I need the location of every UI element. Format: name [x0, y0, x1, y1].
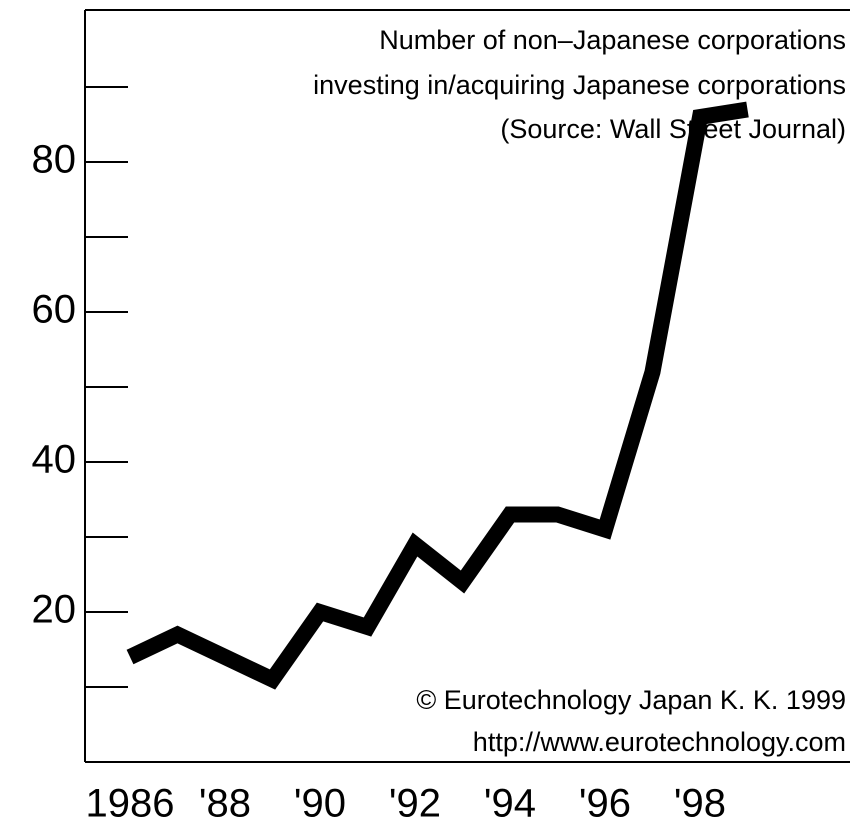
- x-tick-label: '96: [579, 782, 631, 826]
- title-line: Number of non–Japanese corporations: [379, 25, 846, 55]
- y-tick-label: 40: [32, 438, 77, 482]
- title-line: (Source: Wall Street Journal): [500, 114, 846, 144]
- annotation: http://www.eurotechnology.com: [473, 727, 846, 757]
- y-tick-label: 80: [32, 138, 77, 182]
- annotation: © Eurotechnology Japan K. K. 1999: [416, 685, 846, 715]
- x-tick-label: '88: [199, 782, 251, 826]
- x-tick-label: '92: [389, 782, 441, 826]
- x-tick-label: '90: [294, 782, 346, 826]
- x-tick-label: 1986: [86, 782, 175, 826]
- y-tick-label: 20: [32, 588, 77, 632]
- x-tick-label: '98: [674, 782, 726, 826]
- y-tick-label: 60: [32, 288, 77, 332]
- title-line: investing in/acquiring Japanese corporat…: [313, 70, 846, 100]
- x-tick-label: '94: [484, 782, 536, 826]
- data-line: [126, 101, 749, 690]
